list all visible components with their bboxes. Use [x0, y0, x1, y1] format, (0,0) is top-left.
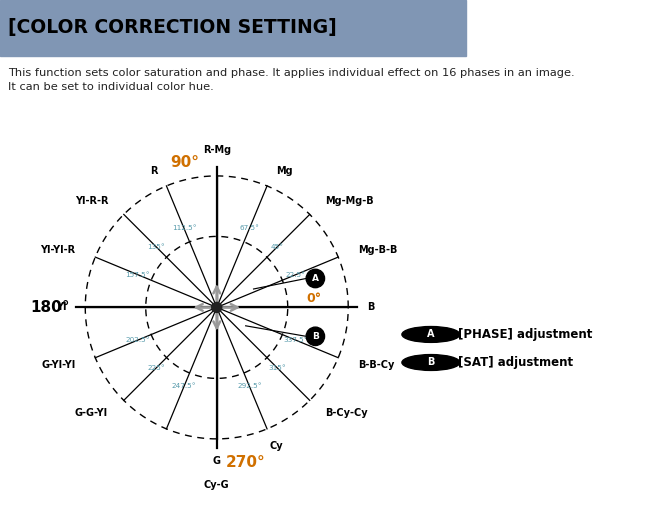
Circle shape [402, 326, 460, 342]
Text: R-Mg: R-Mg [203, 145, 231, 155]
Text: 180°: 180° [30, 300, 69, 315]
Text: 112.5°: 112.5° [172, 225, 196, 232]
Circle shape [306, 269, 325, 288]
Text: B: B [312, 332, 319, 341]
Text: 45°: 45° [270, 244, 283, 250]
Text: B-B-Cy: B-B-Cy [358, 360, 394, 370]
Text: Cy-G: Cy-G [204, 480, 230, 490]
Text: [COLOR CORRECTION SETTING]: [COLOR CORRECTION SETTING] [8, 18, 336, 37]
Text: G-YI-YI: G-YI-YI [41, 360, 76, 370]
Text: 337.5°: 337.5° [283, 337, 308, 343]
Circle shape [306, 327, 325, 346]
Text: B: B [427, 358, 435, 367]
Text: 135°: 135° [148, 244, 165, 250]
Text: 67.5°: 67.5° [239, 225, 259, 232]
Text: Mg: Mg [276, 166, 292, 176]
Text: YI-R-R: YI-R-R [74, 197, 108, 206]
Text: 292.5°: 292.5° [237, 383, 261, 390]
Text: A: A [312, 274, 319, 283]
Text: 270°: 270° [226, 455, 266, 470]
Text: R: R [150, 166, 158, 176]
Text: 202.5°: 202.5° [126, 337, 150, 343]
Text: 157.5°: 157.5° [126, 272, 150, 278]
Text: B: B [367, 303, 374, 312]
Text: G: G [213, 456, 221, 466]
Text: G-G-YI: G-G-YI [75, 409, 108, 418]
Text: YI-YI-R: YI-YI-R [41, 245, 76, 255]
Text: [PHASE] adjustment: [PHASE] adjustment [457, 328, 592, 341]
Text: Mg-B-B: Mg-B-B [358, 245, 397, 255]
Text: [SAT] adjustment: [SAT] adjustment [457, 356, 573, 369]
Text: A: A [427, 330, 435, 339]
Circle shape [402, 355, 460, 370]
Circle shape [212, 303, 222, 312]
Text: B-Cy-Cy: B-Cy-Cy [325, 409, 368, 418]
Text: 247.5°: 247.5° [172, 383, 196, 390]
Text: YI: YI [56, 303, 67, 312]
Text: Mg-Mg-B: Mg-Mg-B [325, 197, 374, 206]
Text: 0°: 0° [306, 292, 322, 305]
Text: Cy: Cy [270, 441, 283, 451]
Text: It can be set to individual color hue.: It can be set to individual color hue. [8, 82, 214, 92]
Text: 90°: 90° [171, 155, 200, 170]
Text: 22.5°: 22.5° [286, 272, 305, 278]
Text: This function sets color saturation and phase. It applies individual effect on 1: This function sets color saturation and … [8, 68, 575, 78]
Text: 315°: 315° [269, 365, 286, 371]
Text: 225°: 225° [148, 365, 165, 371]
